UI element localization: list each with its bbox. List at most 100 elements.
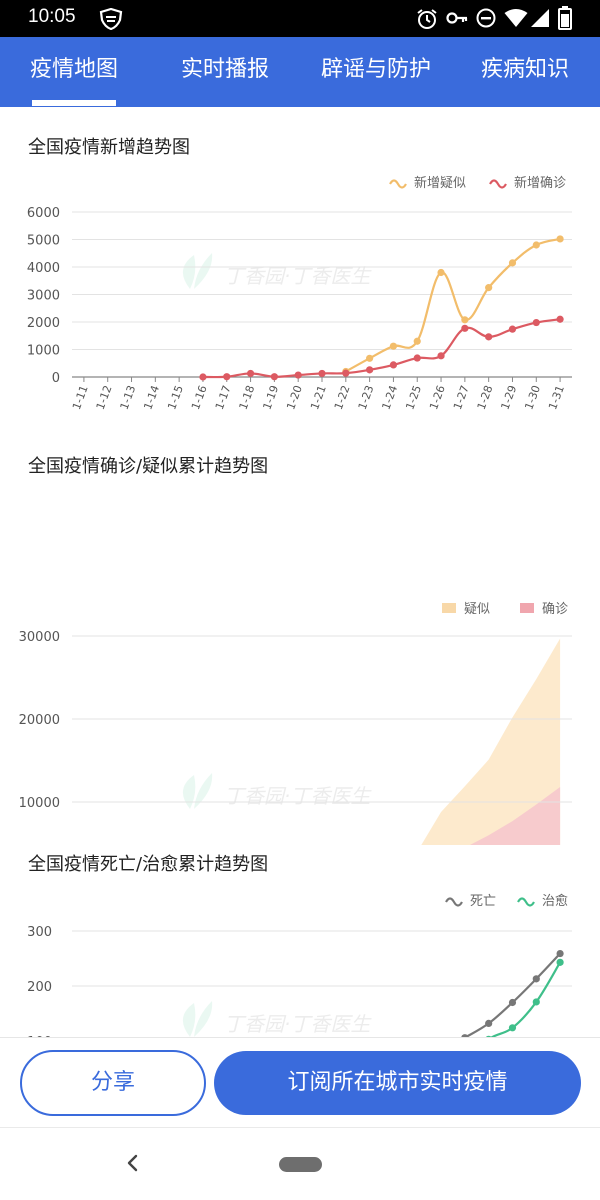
watermark: 丁香园·丁香医生 — [182, 773, 372, 809]
series-area — [421, 638, 561, 845]
x-tick-label: 1-17 — [213, 384, 234, 412]
legend-swatch — [520, 603, 534, 613]
y-tick-label: 1000 — [27, 344, 60, 359]
do-not-disturb-icon — [476, 8, 496, 28]
y-tick-label: 10000 — [19, 796, 60, 811]
watermark-logo-icon — [182, 253, 213, 289]
bottom-action-bar: 分享 订阅所在城市实时疫情 — [0, 1037, 600, 1127]
y-tick-label: 300 — [27, 925, 52, 940]
wifi-icon — [504, 9, 528, 27]
data-point — [508, 998, 517, 1007]
data-point — [342, 369, 350, 377]
chart-title-cumulative-cases: 全国疫情确诊/疑似累计趋势图 — [28, 456, 269, 477]
data-point — [270, 373, 278, 381]
subscribe-city-button[interactable]: 订阅所在城市实时疫情 — [214, 1051, 581, 1115]
tab-rumors-protection[interactable]: 辟谣与防护 — [320, 57, 431, 82]
back-icon[interactable] — [122, 1152, 144, 1174]
status-bar: 10:05 — [0, 0, 600, 37]
x-tick-label: 1-30 — [522, 384, 543, 412]
deaths-recovered-chart: 丁香园·丁香医生 100 200 300 治愈 死亡 — [27, 894, 572, 1037]
cell-signal-icon — [531, 9, 549, 27]
chart-list[interactable]: 全国疫情新增趋势图 丁香园·丁香医生 0 1000 2000 3000 4000 5000… — [0, 107, 600, 1037]
y-tick-label: 5000 — [27, 234, 60, 249]
y-tick-label: 4000 — [27, 261, 60, 276]
key-icon — [446, 12, 468, 24]
data-point — [556, 958, 564, 966]
x-tick-label: 1-27 — [451, 384, 472, 412]
x-tick-label: 1-26 — [427, 384, 448, 412]
data-point — [485, 284, 493, 292]
data-point — [532, 975, 540, 983]
legend-swatch — [389, 179, 407, 189]
share-button[interactable]: 分享 — [20, 1050, 206, 1116]
x-tick-label: 1-12 — [94, 384, 115, 412]
x-tick-label: 1-23 — [356, 384, 377, 412]
data-point — [508, 325, 517, 333]
tab-epidemic-map[interactable]: 疫情地图 — [29, 57, 118, 82]
battery-icon — [558, 6, 572, 30]
watermark: 丁香园·丁香医生 — [182, 253, 372, 289]
x-tick-label: 1-13 — [118, 384, 139, 412]
data-point — [413, 354, 421, 362]
y-tick-label: 30000 — [19, 630, 60, 645]
tab-live-report[interactable]: 实时播报 — [180, 57, 269, 82]
watermark-logo-icon — [182, 1001, 213, 1037]
y-tick-label: 20000 — [19, 713, 60, 728]
data-point — [532, 241, 540, 249]
y-tick-label: 100 — [27, 1035, 52, 1037]
x-tick-label: 1-11 — [70, 384, 91, 412]
data-point — [556, 235, 564, 243]
x-tick-label: 1-16 — [189, 384, 210, 412]
x-tick-label: 1-25 — [403, 384, 424, 412]
series-line — [345, 237, 561, 373]
data-point — [485, 1035, 492, 1037]
chart-title-new-cases: 全国疫情新增趋势图 — [28, 137, 190, 158]
data-point — [532, 998, 540, 1006]
x-tick-label: 1-31 — [546, 384, 567, 412]
system-nav-bar — [0, 1127, 600, 1200]
data-point — [461, 316, 469, 324]
legend-label: 新增确诊 — [514, 175, 566, 191]
home-pill-button[interactable] — [279, 1157, 322, 1172]
watermark-text: 丁香园·丁香医生 — [224, 784, 372, 808]
x-tick-label: 1-20 — [284, 384, 305, 412]
legend-swatch — [445, 897, 463, 907]
series-line — [202, 318, 561, 379]
x-tick-label: 1-29 — [499, 384, 520, 412]
x-tick-label: 1-24 — [379, 384, 400, 412]
data-point — [389, 342, 398, 350]
legend-swatch — [442, 603, 456, 613]
data-point — [223, 373, 231, 381]
y-tick-label: 2000 — [27, 316, 60, 331]
data-point — [485, 333, 493, 341]
tab-bar: 疫情地图 实时播报 辟谣与防护 疾病知识 — [0, 37, 600, 107]
legend-label: 治愈 — [542, 894, 568, 909]
watermark-logo-icon — [182, 773, 213, 809]
watermark: 丁香园·丁香医生 — [182, 1001, 372, 1037]
legend-swatch — [489, 179, 507, 189]
active-tab-indicator — [32, 100, 116, 106]
x-tick-label: 1-21 — [308, 384, 329, 412]
y-tick-label: 0 — [52, 371, 60, 386]
data-point — [389, 361, 398, 369]
legend-label: 疑似 — [464, 601, 490, 617]
watermark-text: 丁香园·丁香医生 — [224, 1012, 372, 1036]
shield-icon — [99, 8, 123, 30]
data-point — [532, 318, 540, 327]
cumulative-cases-chart: 丁香园·丁香医生 0100002000030000 1-111-121-131-… — [19, 601, 572, 845]
data-point — [556, 315, 564, 323]
data-point — [485, 1019, 493, 1027]
chart-legend: 治愈 死亡 — [445, 894, 568, 909]
chart-legend: 新增确诊 新增疑似 — [389, 175, 566, 191]
x-tick-label: 1-14 — [141, 384, 162, 412]
alarm-icon — [417, 9, 437, 29]
data-point — [366, 366, 374, 374]
status-time: 10:05 — [28, 6, 76, 27]
legend-label: 新增疑似 — [414, 175, 466, 191]
chart-legend: 确诊 疑似 — [442, 601, 568, 617]
tab-disease-knowledge[interactable]: 疾病知识 — [480, 57, 569, 82]
legend-swatch — [517, 897, 535, 907]
series-area — [469, 787, 561, 845]
legend-label: 确诊 — [542, 602, 568, 617]
data-point — [366, 354, 374, 362]
